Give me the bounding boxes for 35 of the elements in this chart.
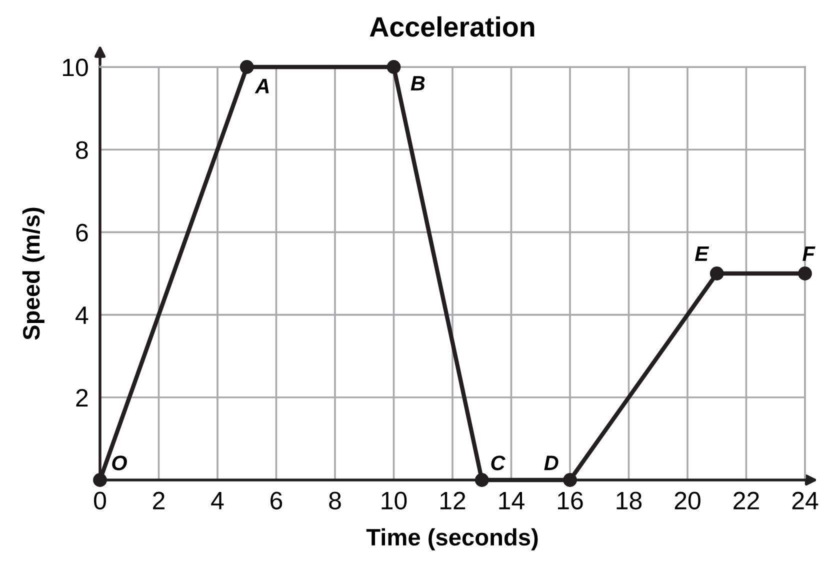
annotation: O [112, 456, 127, 470]
x-tick-label: 10 [382, 492, 407, 510]
y-axis-title: Speed (m/s) [22, 208, 44, 340]
annotation: A [254, 78, 269, 94]
x-tick-label: 8 [329, 492, 341, 510]
x-tick-label: 2 [153, 492, 164, 510]
annotation: C [491, 456, 506, 470]
point [240, 60, 254, 74]
x-tick-label: 24 [792, 492, 818, 510]
annotation: B [410, 76, 425, 90]
y-tick-label: 6 [76, 224, 88, 242]
y-tick-label: 2 [76, 389, 88, 406]
point [798, 266, 812, 280]
x-tick-label: 20 [674, 492, 700, 510]
x-tick-label: 18 [616, 492, 642, 510]
y-tick-label: 8 [76, 141, 88, 159]
x-tick-label: 14 [499, 492, 524, 510]
x-tick-label: 12 [440, 492, 466, 510]
annotation: E [695, 246, 710, 261]
y-tick-label: 10 [62, 58, 88, 76]
x-tick-label: 0 [94, 492, 106, 510]
point [563, 473, 577, 487]
x-axis-title: Time (seconds) [366, 528, 538, 550]
annotation: F [802, 246, 816, 261]
point [710, 266, 724, 280]
x-tick-label: 4 [211, 492, 224, 510]
chart-title: Acceleration [370, 16, 534, 37]
y-tick-label: 4 [76, 306, 88, 324]
x-tick-label: 22 [734, 492, 759, 510]
point [93, 473, 107, 487]
annotation: D [544, 456, 558, 470]
point [474, 473, 489, 487]
x-tick-label: 16 [558, 492, 583, 510]
point [386, 60, 401, 74]
x-tick-label: 6 [270, 492, 282, 510]
